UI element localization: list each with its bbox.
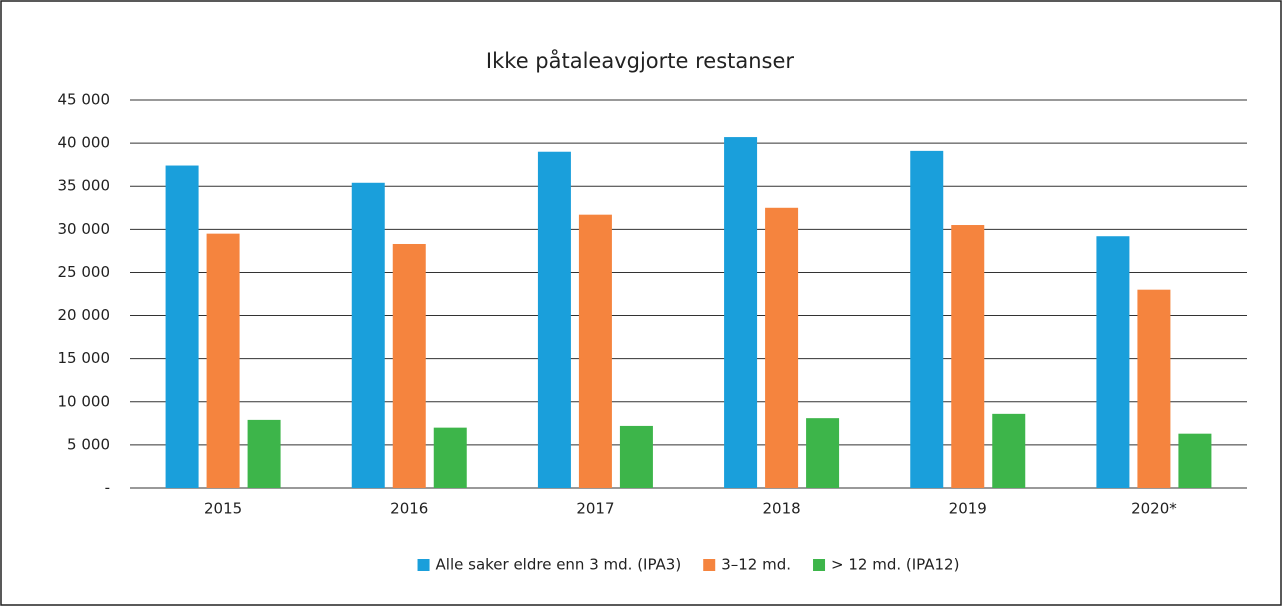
bar [1096,236,1130,488]
bar [806,418,840,488]
bar [951,225,985,488]
bar [206,233,240,488]
legend-swatch [703,559,716,571]
x-tick-label: 2017 [576,500,614,518]
bar [992,413,1026,488]
y-tick-label: 25 000 [58,263,111,281]
y-tick-label: 5 000 [67,435,110,453]
legend: Alle saker eldre enn 3 md. (IPA3) 3–12 md… [417,556,959,574]
y-tick-label: - [105,479,110,497]
y-tick-label: 10 000 [58,392,111,410]
legend-swatch [417,559,430,571]
y-tick-label: 20 000 [58,306,111,324]
bar [578,214,612,489]
x-tick-label: 2015 [204,500,242,518]
bar [619,425,653,488]
bar [351,182,385,489]
x-tick-label: 2016 [390,500,428,518]
bar [724,137,758,488]
y-tick-label: 45 000 [58,91,111,109]
bar [910,150,944,489]
bar [392,243,426,488]
legend-label: > 12 md. (IPA12) [831,556,959,574]
bar [433,427,467,488]
legend-label: 3–12 md. [721,556,791,574]
legend-label: Alle saker eldre enn 3 md. (IPA3) [436,556,682,574]
bar [765,207,799,488]
y-tick-label: 35 000 [58,177,111,195]
bar [165,165,199,489]
y-tick-label: 40 000 [58,134,111,152]
y-tick-label: 15 000 [58,349,111,367]
x-tick-label: 2019 [949,500,987,518]
y-tick-label: 30 000 [58,220,111,238]
x-tick-label: 2020* [1131,500,1177,518]
bar [1178,433,1212,488]
bar [247,419,281,488]
chart-title: Ikke påtaleavgjorte restanser [486,48,794,73]
legend-swatch [813,559,826,571]
bar [537,151,571,488]
bar [1137,289,1171,488]
x-tick-label: 2018 [762,500,800,518]
